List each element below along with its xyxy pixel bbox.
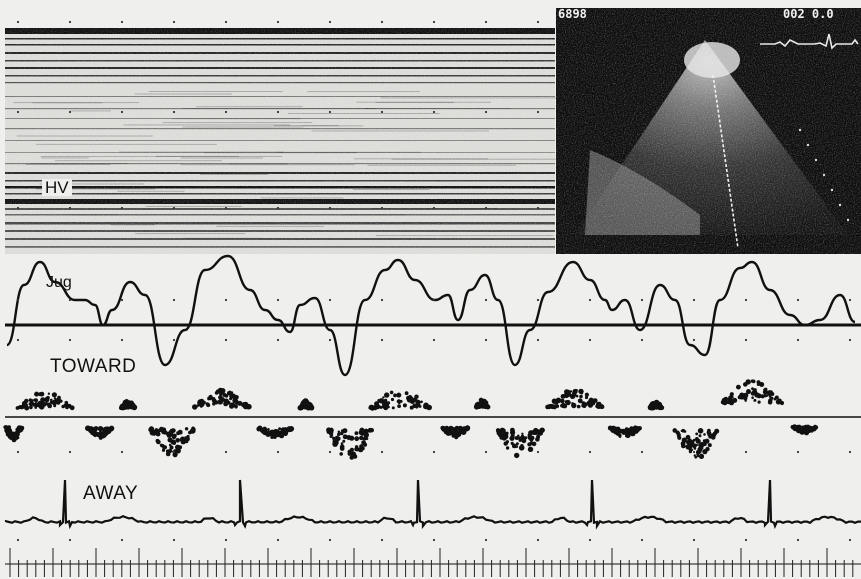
echo-image-panel — [556, 8, 861, 254]
m-mode-panel — [5, 28, 576, 254]
depth-marker-dots — [798, 128, 850, 222]
mini-ecg-trace — [760, 33, 859, 50]
m-mode-cursor-line — [712, 74, 739, 249]
echo-screen-text-right: 002 0.0 — [783, 7, 834, 21]
echo-screen-text-left: 6898 — [558, 7, 587, 21]
ecg-trace — [4, 479, 861, 530]
hepatic-vein-label: HV — [42, 179, 72, 196]
away-label: AWAY — [83, 483, 139, 504]
time-ruler — [5, 548, 861, 577]
toward-label: TOWARD — [50, 356, 137, 377]
jugular-label: Jug — [46, 274, 72, 291]
doppler-flow-signals — [3, 379, 819, 460]
grid-dots — [16, 20, 852, 542]
